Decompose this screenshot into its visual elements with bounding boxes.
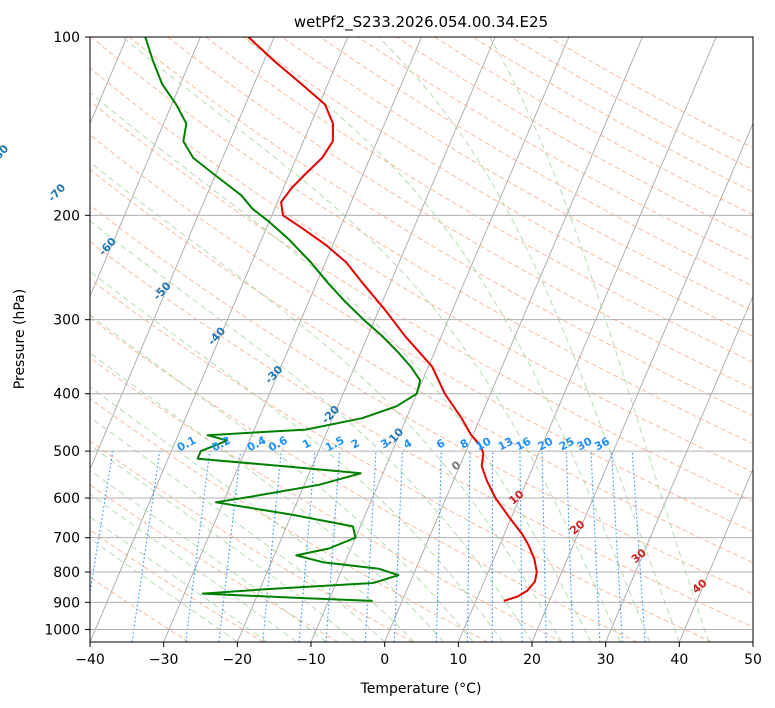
moist-adiabat-line — [378, 37, 680, 642]
temperature-profile-line — [247, 37, 538, 602]
dry-adiabat-line — [90, 484, 339, 642]
moist-adiabat-line — [90, 469, 327, 642]
moist-adiabat-line — [90, 352, 444, 642]
x-tick-label: −40 — [75, 652, 105, 668]
background-reference-lines — [90, 37, 753, 642]
sounding-series — [144, 37, 538, 602]
dry-adiabat-line — [90, 67, 753, 473]
moist-adiabat-line — [90, 270, 503, 642]
dry-adiabat-line — [167, 37, 753, 390]
isotherm-line — [90, 37, 275, 471]
x-axis-label: Temperature (°C) — [360, 681, 482, 697]
dry-adiabat-line — [90, 204, 753, 595]
mixing-ratio-line — [218, 451, 242, 642]
dry-adiabat-line — [90, 278, 712, 642]
dry-adiabat-line — [90, 37, 753, 445]
x-tick-label: −10 — [296, 652, 326, 668]
dry-adiabat-line — [205, 37, 753, 363]
dry-adiabat-line — [548, 37, 753, 149]
y-axis-label: Pressure (hPa) — [12, 289, 28, 389]
y-axis-ticks: 100 200 300 400 500 600 700 800 900 1000 — [44, 30, 90, 638]
y-tick-label: 700 — [53, 531, 80, 547]
moist-adiabat-line — [243, 37, 651, 642]
isotherm-line — [236, 37, 496, 642]
isotherm-line — [90, 37, 349, 642]
y-tick-label: 500 — [53, 444, 80, 460]
mixing-ratio-line — [185, 451, 211, 642]
dry-adiabat-line — [90, 100, 753, 503]
moist-adiabat-line — [90, 537, 238, 642]
mixing-ratio-label: 20 — [536, 435, 556, 454]
isotherm-line — [531, 122, 753, 642]
dry-adiabat-line — [472, 37, 753, 193]
isotherm-line — [384, 37, 643, 642]
dry-adiabat-line — [90, 317, 638, 642]
isotherm-line — [605, 295, 753, 642]
x-tick-label: 20 — [523, 652, 541, 668]
dry-adiabat-line — [510, 37, 753, 171]
mixing-ratio-label: 10 — [474, 435, 494, 454]
y-tick-label: 900 — [53, 595, 80, 611]
isotherm-line — [457, 37, 717, 642]
mixing-ratio-label: 16 — [514, 435, 534, 454]
dewpoint-profile-line — [144, 37, 422, 602]
x-tick-label: −20 — [223, 652, 253, 668]
moist-adiabat-line — [90, 314, 474, 642]
dry-adiabat-line — [90, 134, 753, 533]
mixing-ratio-label: 30 — [575, 435, 595, 454]
y-tick-label: 600 — [53, 491, 80, 507]
x-tick-label: 10 — [449, 652, 467, 668]
dry-adiabat-line — [281, 37, 753, 312]
dry-adiabat-line — [357, 37, 753, 263]
dry-adiabat-label: -80 — [0, 142, 12, 166]
moist-adiabat-line — [121, 37, 621, 642]
x-tick-label: −30 — [149, 652, 179, 668]
y-tick-label: 400 — [53, 387, 80, 403]
chart-title: wetPf2_S233.2026.054.00.34.E25 — [294, 13, 548, 32]
x-tick-label: 50 — [744, 652, 762, 668]
dry-adiabat-line — [243, 37, 753, 337]
mixing-ratio-label: 13 — [496, 435, 516, 454]
dry-adiabat-line — [396, 37, 753, 239]
mixing-ratio-line — [90, 451, 114, 596]
plot-frame — [89, 36, 754, 643]
isotherm-line — [90, 37, 201, 298]
moist-adiabat-line — [90, 161, 562, 642]
x-tick-label: 0 — [380, 652, 389, 668]
y-tick-label: 1000 — [44, 622, 80, 638]
y-tick-label: 300 — [53, 313, 80, 329]
mixing-ratio-label: 25 — [557, 435, 577, 454]
isotherm-line — [678, 467, 753, 642]
mixing-ratio-label: 36 — [592, 435, 612, 454]
y-tick-label: 200 — [53, 208, 80, 224]
moist-adiabat-line — [489, 37, 710, 642]
dry-adiabat-line — [90, 440, 414, 642]
x-tick-label: 30 — [597, 652, 615, 668]
dry-adiabat-line — [129, 37, 753, 417]
dry-adiabat-line — [90, 168, 753, 564]
y-tick-label: 800 — [53, 565, 80, 581]
isotherm-line — [163, 37, 422, 642]
y-tick-label: 100 — [53, 30, 80, 46]
dry-adiabat-line — [90, 529, 264, 642]
x-axis-ticks: −40 −30 −20 −10 0 10 20 30 40 50 — [75, 642, 762, 668]
mixing-ratio-line — [131, 451, 161, 642]
moist-adiabat-line — [90, 493, 297, 642]
x-tick-label: 40 — [670, 652, 688, 668]
dry-adiabat-line — [90, 241, 753, 628]
moist-adiabat-line — [90, 516, 268, 642]
